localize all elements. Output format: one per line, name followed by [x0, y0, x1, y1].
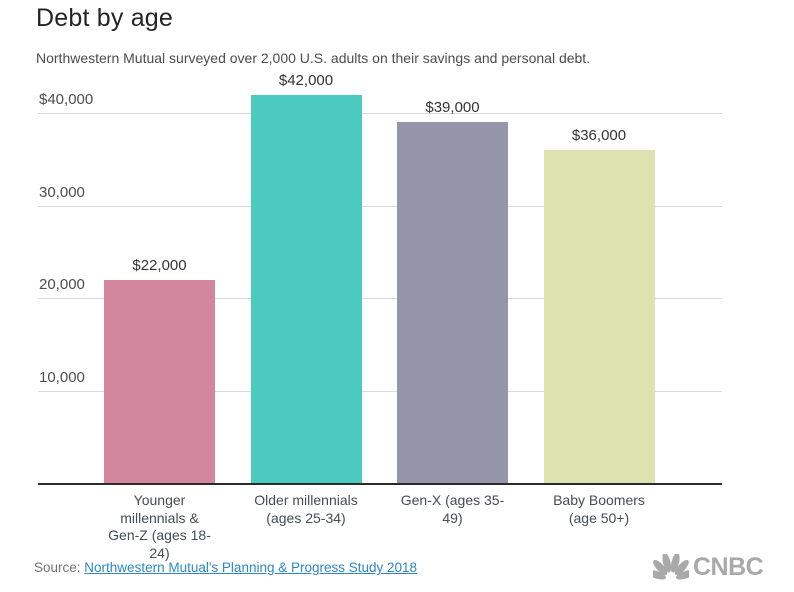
x-axis-label-line: millennials & — [120, 509, 199, 526]
y-axis-tick-label: 10,000 — [39, 369, 85, 386]
x-axis-label-line: Baby Boomers — [553, 492, 645, 508]
gridline — [38, 113, 722, 114]
x-axis-label-line: 24) — [149, 544, 170, 561]
x-axis-baseline — [38, 483, 722, 485]
source-line: Source: Northwestern Mutual's Planning &… — [34, 560, 417, 575]
gridline — [38, 391, 722, 392]
x-axis-category-label: Gen-X (ages 35- 49) — [373, 492, 533, 527]
bar-2 — [250, 94, 362, 483]
chart-subtitle: Northwestern Mutual surveyed over 2,000 … — [36, 50, 591, 66]
y-axis-tick-label: 20,000 — [39, 276, 85, 293]
x-axis-label-line: 49) — [442, 509, 463, 526]
bar-value-label: $36,000 — [571, 127, 627, 144]
x-axis-label-line: Younger — [133, 492, 186, 508]
bar-value-label: $42,000 — [278, 71, 334, 89]
gridline — [38, 206, 722, 207]
bar-value-label: $39,000 — [425, 99, 480, 117]
y-axis-tick-label: 30,000 — [39, 184, 85, 201]
x-axis-category-label: Baby Boomers (age 50+) — [519, 492, 679, 527]
x-axis-category-label: Younger millennials & Gen-Z (ages 18- 24) — [80, 492, 240, 562]
source-link[interactable]: Northwestern Mutual's Planning & Progres… — [84, 560, 418, 575]
bar-value-label: $22,000 — [132, 256, 187, 274]
cnbc-wordmark: CNBC — [693, 553, 764, 581]
nbc-peacock-icon — [653, 553, 689, 579]
x-axis-label-line: Gen-X (ages 35- — [400, 492, 505, 508]
x-axis-label-line: Older millennials — [254, 492, 358, 508]
x-axis-label-line: (ages 25-34) — [266, 509, 346, 526]
source-prefix: Source: — [34, 560, 81, 575]
y-axis-tick-label: $40,000 — [39, 91, 94, 108]
x-axis-label-line: (age 50+) — [568, 509, 630, 526]
bar-1 — [104, 279, 215, 483]
gridline — [38, 298, 722, 299]
x-axis-label-line: Gen-Z (ages 18- — [108, 527, 211, 543]
bar-3 — [397, 122, 508, 483]
x-axis-category-label: Older millennials (ages 25-34) — [226, 492, 386, 527]
cnbc-logo: CNBC — [653, 553, 764, 581]
chart-title: Debt by age — [36, 4, 174, 32]
bar-4 — [543, 150, 655, 483]
